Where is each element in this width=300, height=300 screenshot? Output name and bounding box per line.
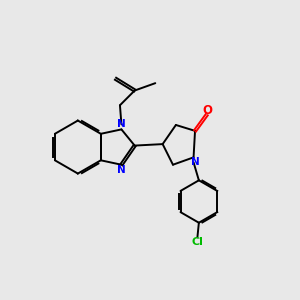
Text: N: N <box>191 158 200 167</box>
Text: Cl: Cl <box>191 237 203 247</box>
Text: N: N <box>117 119 126 129</box>
Text: N: N <box>117 165 126 175</box>
Text: O: O <box>203 104 213 117</box>
